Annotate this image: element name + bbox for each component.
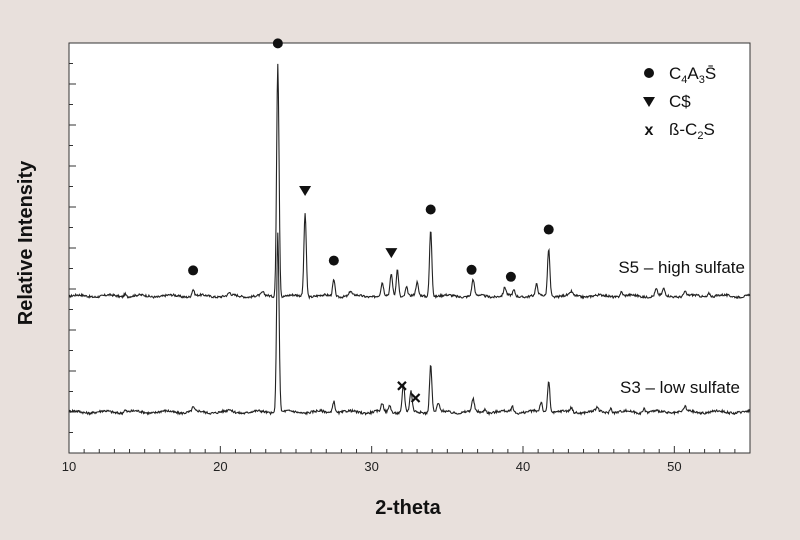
legend-x-marker: x (645, 122, 654, 139)
series-label-s3: S3 – low sulfate (620, 378, 740, 397)
series-layer (68, 63, 751, 416)
peak-marker-circle (272, 38, 283, 49)
legend-entry-c4a3s: C4A3S̄ (669, 64, 716, 86)
peak-marker-circle (466, 264, 477, 275)
peak-marker-circle (543, 224, 554, 235)
legend-entry-c2s: ß-C2S (669, 120, 715, 142)
x-axis-title: 2-theta (375, 497, 441, 519)
x-tick-label: 40 (516, 459, 530, 474)
legend: C4A3S̄ C$ x ß-C2S (643, 64, 716, 142)
peak-marker-x (397, 381, 407, 391)
plot-area (68, 42, 751, 454)
x-axis-ticks: 10 20 30 40 50 (62, 446, 751, 474)
x-tick-label: 20 (213, 459, 227, 474)
peak-marker-triangle (385, 248, 398, 259)
peak-marker-circle (425, 204, 436, 215)
legend-circle-marker (644, 68, 654, 78)
peak-marker-triangle (299, 186, 312, 197)
peak-marker-circle (505, 271, 516, 282)
series-line-s3 (68, 232, 751, 416)
x-tick-label: 30 (364, 459, 378, 474)
y-axis-ticks (69, 42, 76, 454)
series-line-s5 (68, 63, 751, 300)
x-tick-label: 50 (667, 459, 681, 474)
x-tick-label: 10 (62, 459, 76, 474)
series-label-s5: S5 – high sulfate (618, 258, 745, 277)
peak-markers (188, 38, 554, 403)
peak-marker-x (410, 393, 421, 403)
legend-triangle-marker (643, 97, 655, 107)
legend-entry-cs: C$ (669, 92, 691, 111)
y-axis-title: Relative Intensity (15, 160, 37, 325)
peak-marker-circle (188, 265, 199, 276)
peak-marker-circle (328, 255, 339, 266)
